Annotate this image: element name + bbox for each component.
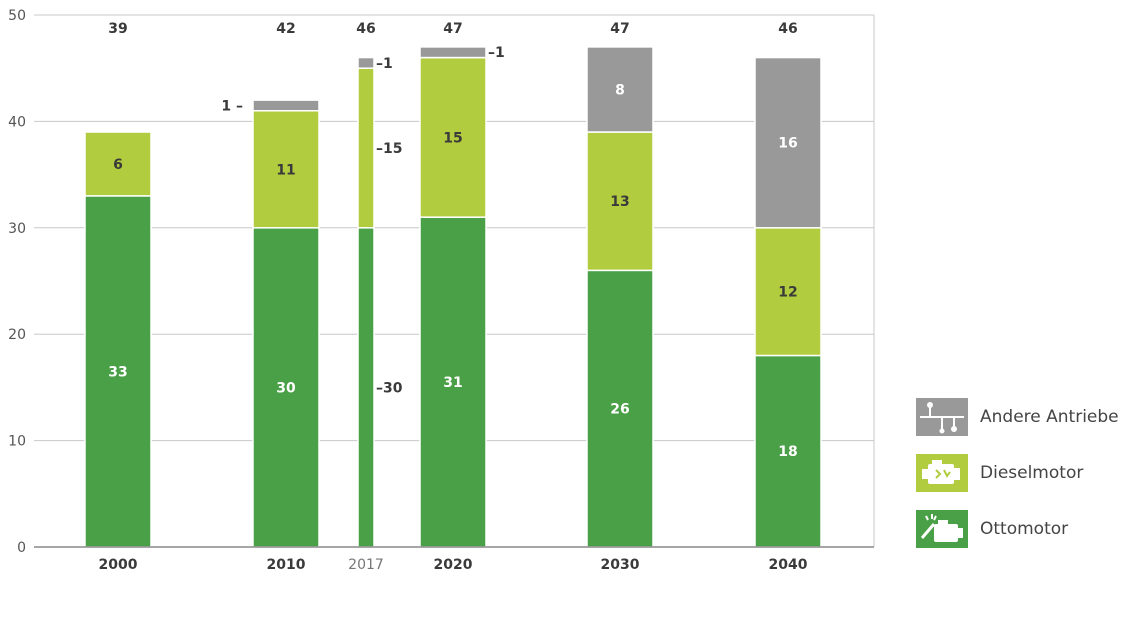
- bar-segment-andere-antriebe: [586, 46, 654, 133]
- y-tick-label: 30: [8, 221, 26, 237]
- legend-label-other: Andere Antriebe: [980, 407, 1119, 427]
- chart-legend: Andere Antriebe Dieselmotor: [916, 398, 1119, 566]
- x-tick-label: 2030: [601, 557, 640, 573]
- data-label: 1 –: [221, 98, 243, 114]
- bar-segment-dieselmotor: [419, 56, 487, 218]
- legend-label-otto: Ottomotor: [980, 519, 1069, 539]
- petrol-engine-icon: [916, 510, 968, 548]
- legend-item-otto: Ottomotor: [916, 510, 1119, 548]
- data-label: 11: [276, 162, 295, 178]
- x-tick-label: 2010: [267, 557, 306, 573]
- bar-segment-andere-antriebe: [357, 56, 375, 69]
- data-label: –1: [488, 45, 505, 61]
- data-label: 26: [610, 402, 629, 418]
- x-tick-label: 2020: [434, 557, 473, 573]
- bar-segment-dieselmotor: [586, 131, 654, 272]
- bar-segment-dieselmotor: [357, 67, 375, 229]
- bar-segment-andere-antriebe: [419, 46, 487, 59]
- total-label: 42: [276, 21, 295, 37]
- data-label: 6: [113, 157, 123, 173]
- y-tick-label: 10: [8, 434, 26, 450]
- total-label: 46: [356, 21, 375, 37]
- data-label: 30: [276, 380, 296, 396]
- x-tick-label: 2000: [99, 557, 138, 573]
- data-label: 16: [778, 136, 797, 152]
- bar-segment-ottomotor: [84, 195, 152, 548]
- legend-label-diesel: Dieselmotor: [980, 463, 1084, 483]
- bar-segment-dieselmotor: [754, 227, 822, 357]
- data-label: 31: [443, 375, 462, 391]
- total-label: 47: [443, 21, 462, 37]
- data-label: 15: [443, 130, 462, 146]
- y-tick-label: 50: [8, 8, 26, 24]
- bar-segment-ottomotor: [357, 227, 375, 548]
- x-tick-label: 2017: [348, 557, 384, 573]
- bar-segment-andere-antriebe: [252, 99, 320, 112]
- data-label: –30: [376, 380, 403, 396]
- data-label: 33: [108, 364, 127, 380]
- data-label: 8: [615, 82, 625, 98]
- legend-item-other: Andere Antriebe: [916, 398, 1119, 436]
- data-label: 12: [778, 285, 797, 301]
- y-tick-label: 40: [8, 114, 26, 130]
- data-label: –1: [376, 56, 393, 72]
- total-label: 47: [610, 21, 629, 37]
- total-label: 46: [778, 21, 797, 37]
- data-label: 13: [610, 194, 629, 210]
- y-tick-label: 0: [17, 540, 26, 556]
- bar-segment-andere-antriebe: [754, 56, 822, 229]
- diesel-engine-icon: [916, 454, 968, 492]
- data-label: –15: [376, 141, 402, 157]
- legend-item-diesel: Dieselmotor: [916, 454, 1119, 492]
- circuit-icon: [916, 398, 968, 436]
- bar-segment-dieselmotor: [252, 110, 320, 229]
- x-tick-label: 2040: [769, 557, 808, 573]
- total-label: 39: [108, 21, 127, 37]
- bar-segment-ottomotor: [586, 269, 654, 548]
- bar-segment-ottomotor: [754, 354, 822, 548]
- data-label: 18: [778, 444, 797, 460]
- bar-segment-dieselmotor: [84, 131, 152, 197]
- y-tick-label: 20: [8, 327, 26, 343]
